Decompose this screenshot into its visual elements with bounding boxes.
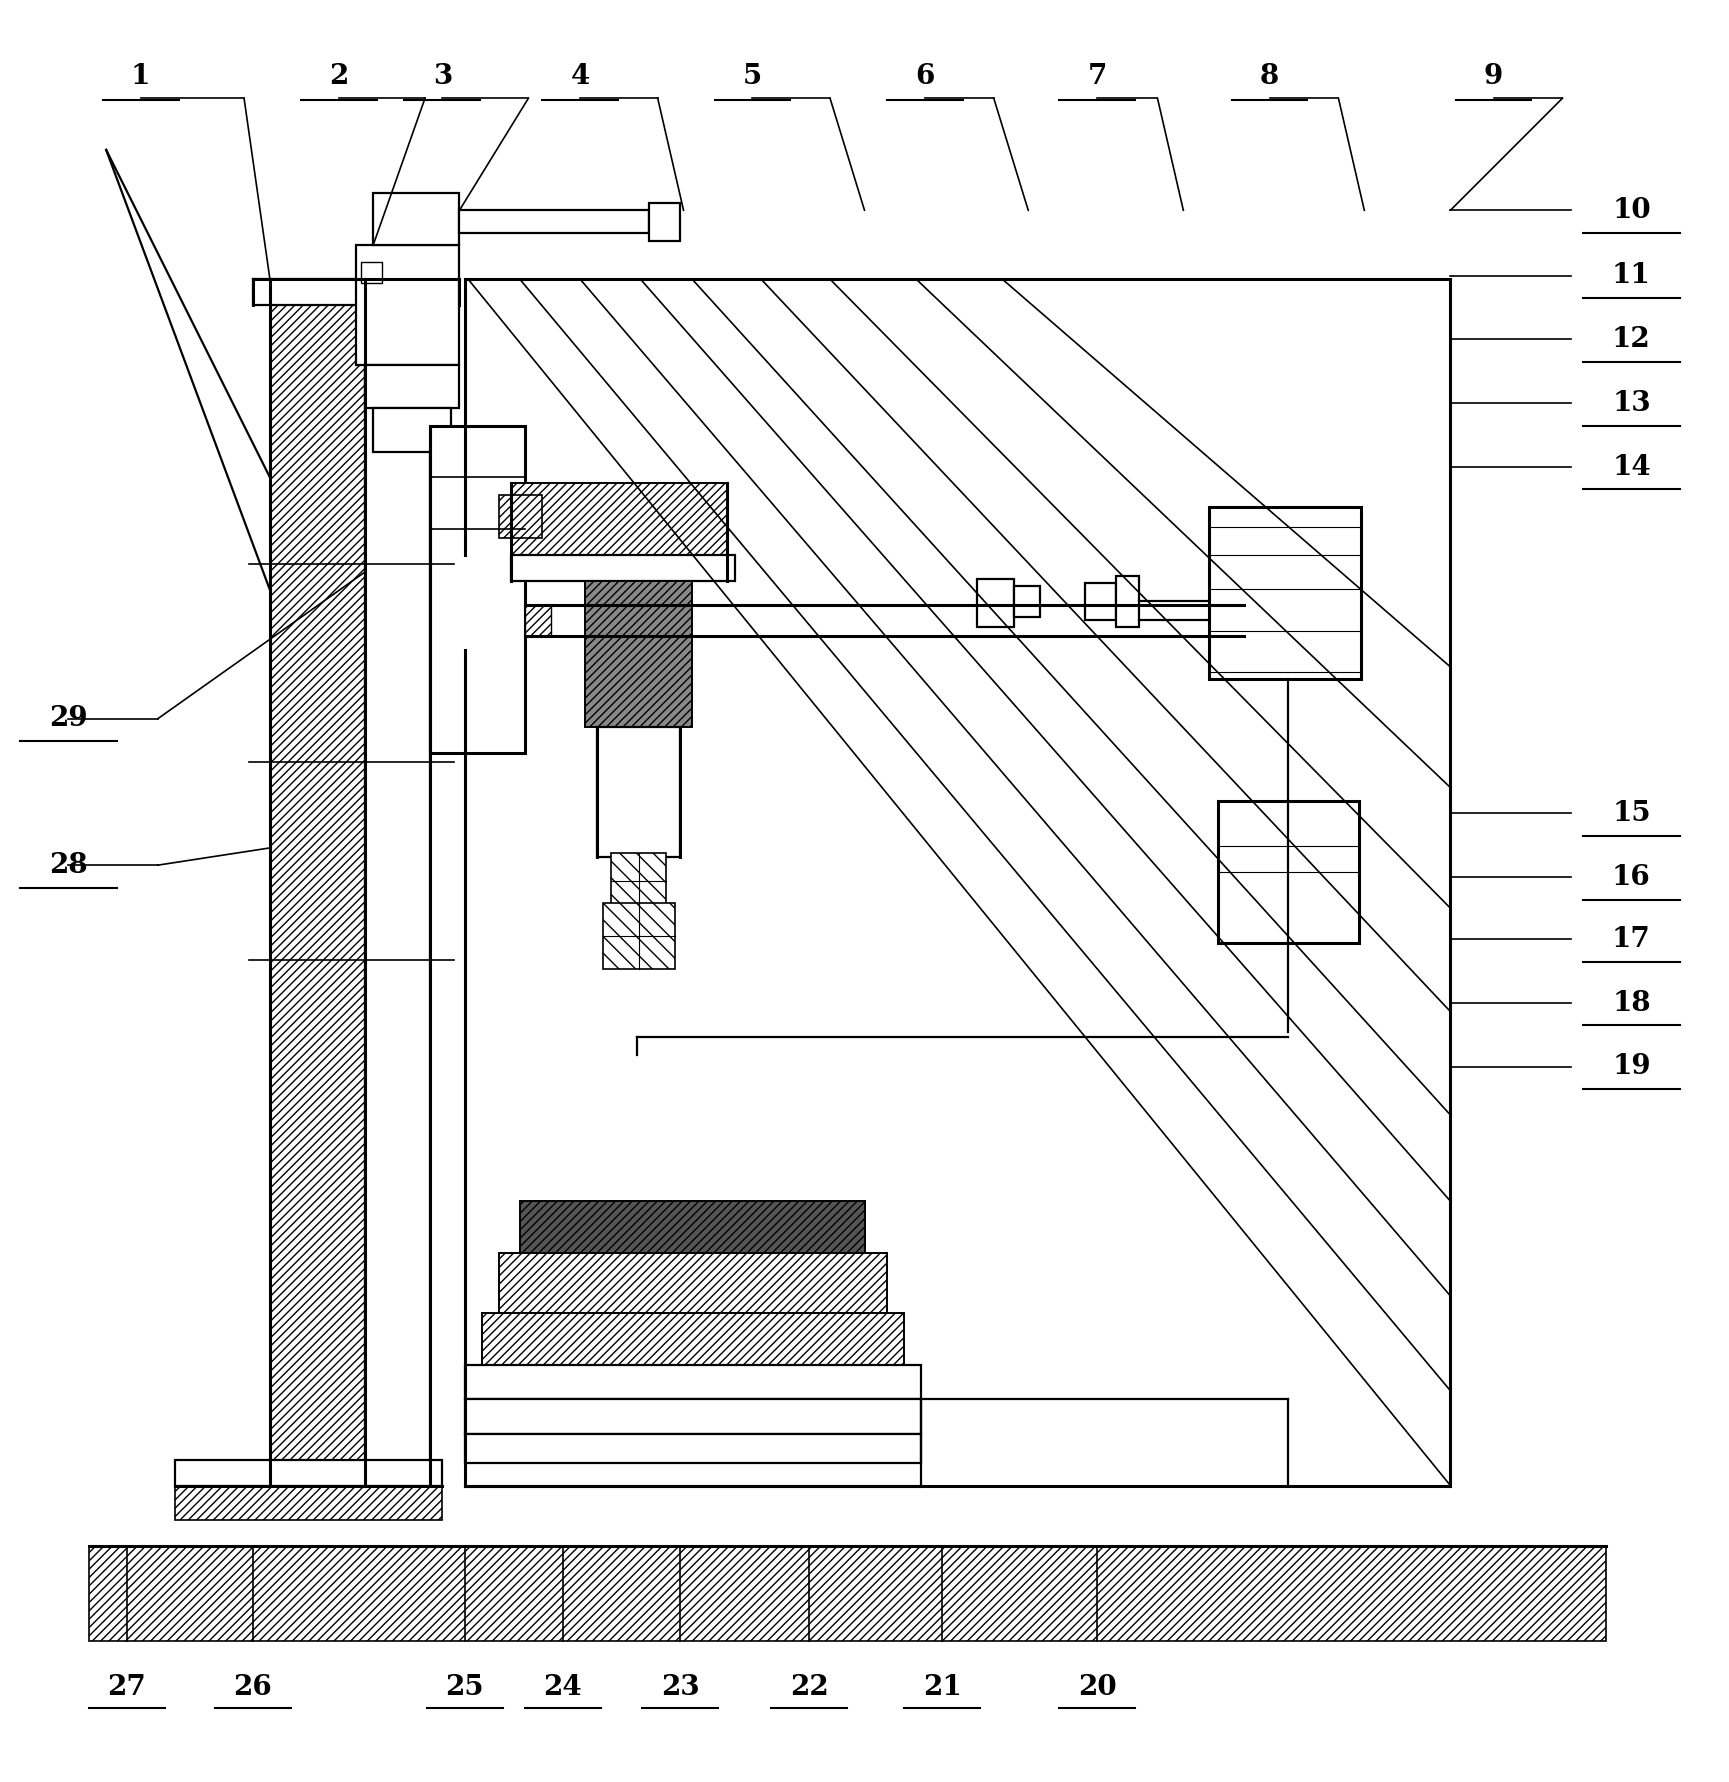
Bar <box>610 854 666 909</box>
Text: 25: 25 <box>446 1673 484 1700</box>
Bar <box>586 581 692 727</box>
Bar <box>465 1365 922 1399</box>
Bar <box>1117 576 1138 627</box>
Text: 21: 21 <box>923 1673 961 1700</box>
Bar <box>648 203 679 241</box>
Bar <box>482 1313 904 1365</box>
Bar <box>500 495 543 538</box>
Bar <box>520 1201 864 1253</box>
Text: 13: 13 <box>1611 390 1651 417</box>
Text: 20: 20 <box>1077 1673 1117 1700</box>
Bar <box>1217 802 1359 943</box>
Bar <box>356 244 460 365</box>
Bar <box>1015 586 1041 617</box>
Bar <box>431 426 526 754</box>
Text: 2: 2 <box>329 62 349 89</box>
Bar <box>373 192 460 244</box>
Text: 29: 29 <box>48 706 88 732</box>
Text: 1: 1 <box>131 62 150 89</box>
Bar <box>512 554 735 581</box>
Text: 23: 23 <box>660 1673 700 1700</box>
Text: 3: 3 <box>432 62 451 89</box>
Text: 24: 24 <box>543 1673 583 1700</box>
Bar <box>373 408 451 451</box>
Bar <box>175 1459 443 1486</box>
Text: 14: 14 <box>1611 454 1651 481</box>
Text: 9: 9 <box>1483 62 1503 89</box>
Text: 19: 19 <box>1611 1053 1651 1080</box>
Text: 22: 22 <box>790 1673 828 1700</box>
Bar <box>175 1483 443 1520</box>
Bar <box>1209 506 1361 679</box>
Bar <box>365 365 460 408</box>
Text: 10: 10 <box>1611 196 1651 225</box>
Text: 15: 15 <box>1611 800 1651 827</box>
Text: 26: 26 <box>233 1673 271 1700</box>
Text: 11: 11 <box>1611 262 1651 289</box>
Text: 27: 27 <box>107 1673 147 1700</box>
Text: 17: 17 <box>1611 927 1651 953</box>
Text: 7: 7 <box>1088 62 1107 89</box>
Bar <box>597 727 679 857</box>
Text: 18: 18 <box>1611 989 1651 1016</box>
Bar <box>365 280 431 1486</box>
Text: 4: 4 <box>571 62 590 89</box>
Bar <box>602 903 674 969</box>
Bar <box>361 262 382 283</box>
Bar <box>460 210 648 233</box>
Bar <box>252 280 460 305</box>
Text: 5: 5 <box>743 62 762 89</box>
Text: 6: 6 <box>915 62 934 89</box>
Bar <box>465 1435 922 1463</box>
Bar <box>977 579 1015 627</box>
Bar <box>526 604 552 636</box>
Bar <box>1086 583 1117 620</box>
Bar <box>500 1253 887 1313</box>
Text: 28: 28 <box>48 852 88 879</box>
Text: 12: 12 <box>1611 326 1651 353</box>
Text: 16: 16 <box>1611 864 1651 891</box>
Bar <box>270 280 365 1486</box>
Bar <box>88 1547 1606 1641</box>
Bar <box>512 483 726 554</box>
Bar <box>465 1399 922 1435</box>
Text: 8: 8 <box>1260 62 1279 89</box>
